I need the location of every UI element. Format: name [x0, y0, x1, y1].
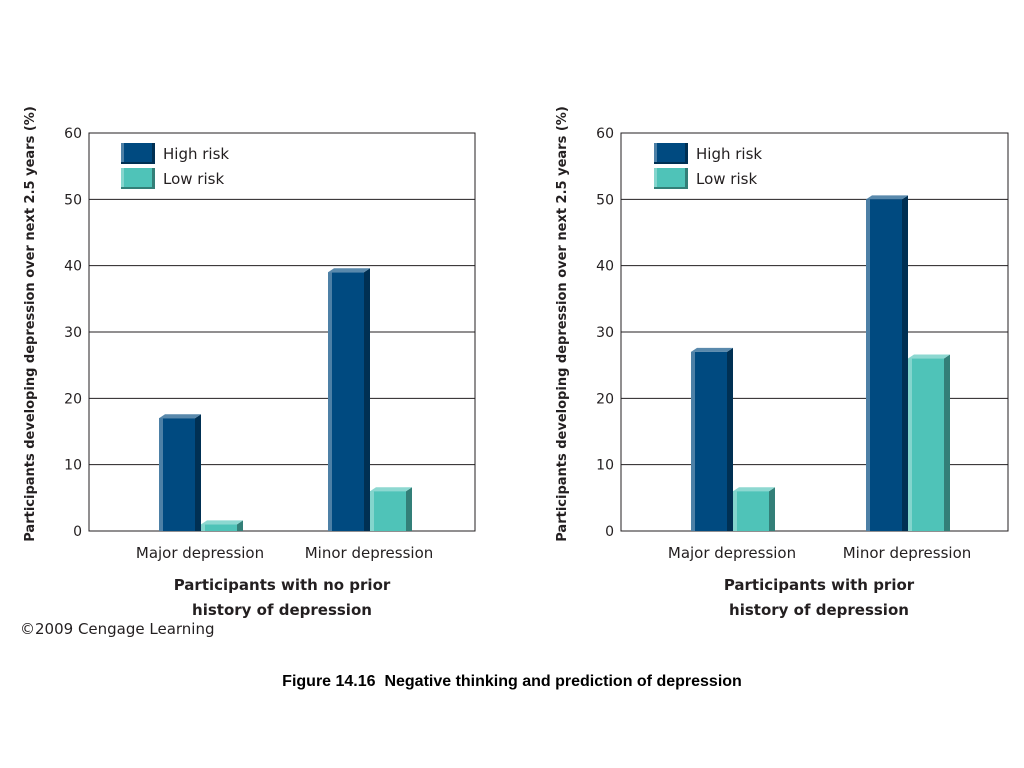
bar-highlight — [691, 351, 695, 531]
legend-swatch-highlight — [654, 143, 657, 162]
bar-side-face — [237, 520, 243, 531]
legend-label: Low risk — [163, 170, 224, 188]
bar-low-risk — [370, 487, 412, 531]
bar-highlight — [328, 272, 332, 531]
copyright-notice: ©2009 Cengage Learning — [20, 620, 215, 638]
bar-top-face — [908, 354, 950, 359]
y-tick-label: 0 — [73, 524, 82, 540]
bar-front-face — [370, 491, 406, 531]
chart-1: 0 10 20 30 40 50 60 Participants developing dep… — [23, 106, 476, 619]
bar-side-face — [944, 354, 950, 531]
legend-swatch-highlight — [121, 168, 124, 187]
y-axis-label: Participants developing depression over … — [555, 106, 570, 542]
y-tick-label: 40 — [64, 259, 82, 275]
bar-top-face — [866, 195, 908, 200]
bar-low-risk — [201, 520, 243, 531]
bar-highlight — [201, 524, 205, 531]
bar-side-face — [902, 195, 908, 532]
bar-front-face — [201, 524, 237, 531]
bar-side-face — [364, 268, 370, 531]
legend-label: High risk — [696, 145, 762, 163]
y-tick-label: 10 — [596, 458, 614, 474]
y-tick-label: 10 — [64, 458, 82, 474]
bar-highlight — [370, 491, 374, 531]
bar-front-face — [733, 491, 769, 531]
bar-side-face — [727, 347, 733, 531]
bar-front-face — [159, 418, 195, 531]
bar-high-risk — [866, 195, 908, 532]
category-label: Major depression — [668, 544, 796, 562]
legend-swatch-highlight — [121, 143, 124, 162]
y-tick-label: 60 — [64, 126, 82, 142]
legend-item-high-risk: High risk — [121, 143, 229, 164]
bar-side-face — [406, 487, 412, 531]
y-tick-label: 50 — [596, 192, 614, 208]
x-axis-label-line: history of depression — [729, 601, 909, 619]
x-axis-label-line: Participants with no prior — [174, 576, 391, 594]
y-tick-label: 30 — [596, 325, 614, 341]
bar-top-face — [733, 487, 775, 492]
y-tick-label: 50 — [64, 192, 82, 208]
bar-high-risk — [691, 347, 733, 531]
bar-highlight — [159, 418, 163, 531]
legend-item-high-risk: High risk — [654, 143, 762, 164]
bar-front-face — [691, 351, 727, 531]
bar-front-face — [908, 358, 944, 531]
bar-top-face — [159, 414, 201, 419]
y-tick-label: 20 — [64, 391, 82, 407]
bar-highlight — [733, 491, 737, 531]
bar-front-face — [328, 272, 364, 531]
bar-front-face — [866, 199, 902, 532]
bar-low-risk — [733, 487, 775, 531]
chart-2: 0 10 20 30 40 50 60 Participants developing dep… — [555, 106, 1009, 619]
figure-caption: Figure 14.16 Negative thinking and predi… — [282, 673, 742, 690]
legend-item-low-risk: Low risk — [121, 168, 224, 189]
legend-swatch — [121, 168, 152, 187]
bar-side-face — [769, 487, 775, 531]
bar-highlight — [908, 358, 912, 531]
legend-label: High risk — [163, 145, 229, 163]
bar-low-risk — [908, 354, 950, 531]
legend-swatch — [654, 168, 685, 187]
y-tick-label: 0 — [605, 524, 614, 540]
bar-top-face — [201, 520, 243, 525]
legend-swatch — [654, 143, 685, 162]
category-label: Minor depression — [305, 544, 434, 562]
bar-high-risk — [159, 414, 201, 531]
legend-swatch-highlight — [654, 168, 657, 187]
y-tick-label: 30 — [64, 325, 82, 341]
bar-top-face — [370, 487, 412, 492]
category-label: Major depression — [136, 544, 264, 562]
y-tick-label: 60 — [596, 126, 614, 142]
category-label: Minor depression — [843, 544, 972, 562]
y-tick-label: 40 — [596, 259, 614, 275]
bar-top-face — [691, 347, 733, 352]
legend-swatch — [121, 143, 152, 162]
x-axis-label-line: history of depression — [192, 601, 372, 619]
legend-item-low-risk: Low risk — [654, 168, 757, 189]
bar-highlight — [866, 199, 870, 532]
legend-label: Low risk — [696, 170, 757, 188]
x-axis-label-line: Participants with prior — [724, 576, 915, 594]
y-tick-label: 20 — [596, 391, 614, 407]
y-axis-label: Participants developing depression over … — [23, 106, 38, 542]
bar-top-face — [328, 268, 370, 273]
bar-high-risk — [328, 268, 370, 531]
bar-side-face — [195, 414, 201, 531]
